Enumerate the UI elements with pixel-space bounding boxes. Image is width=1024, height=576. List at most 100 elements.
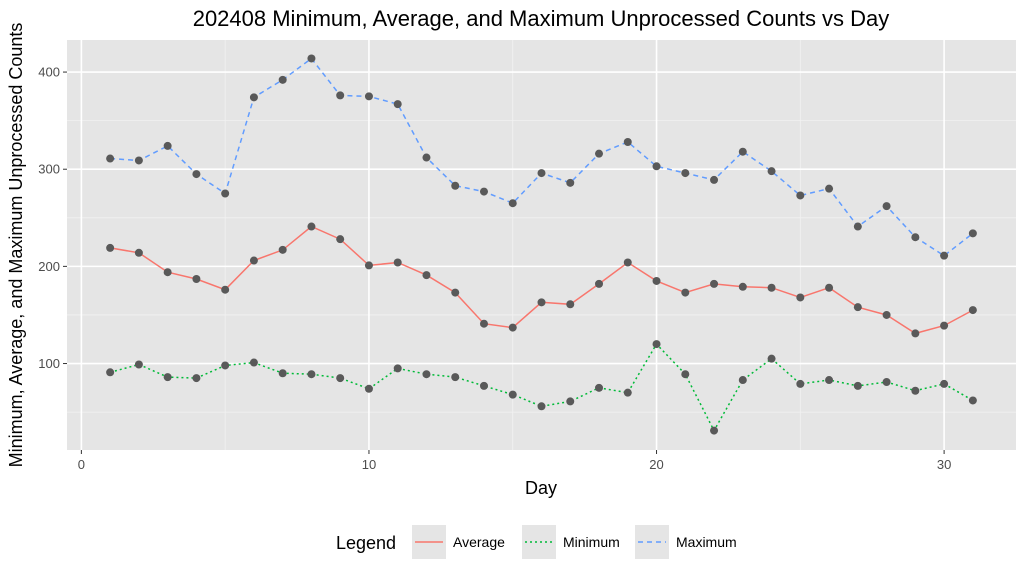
data-point-maximum [911, 233, 920, 242]
y-axis-title: Minimum, Average, and Maximum Unprocesse… [6, 23, 26, 468]
y-tick-label: 100 [38, 356, 60, 371]
data-point-minimum [163, 373, 172, 382]
legend-label-minimum: Minimum [563, 534, 620, 550]
data-point-minimum [595, 383, 604, 392]
data-point-minimum [278, 369, 287, 378]
data-point-maximum [221, 189, 230, 198]
data-point-minimum [192, 374, 201, 383]
legend-label-maximum: Maximum [676, 534, 737, 550]
data-point-average [825, 283, 834, 292]
data-point-average [479, 319, 488, 328]
data-point-maximum [710, 175, 719, 184]
data-point-minimum [767, 354, 776, 363]
data-point-minimum [968, 396, 977, 405]
data-point-minimum [681, 370, 690, 379]
data-point-maximum [278, 75, 287, 84]
data-point-average [566, 300, 575, 309]
data-point-maximum [968, 229, 977, 238]
data-point-minimum [623, 388, 632, 397]
data-point-maximum [451, 181, 460, 190]
data-point-average [364, 261, 373, 270]
data-point-average [451, 288, 460, 297]
chart-title: 202408 Minimum, Average, and Maximum Unp… [193, 6, 890, 31]
data-point-minimum [134, 360, 143, 369]
panel-background [67, 40, 1016, 450]
data-point-minimum [738, 376, 747, 385]
data-point-minimum [307, 370, 316, 379]
data-point-minimum [221, 361, 230, 370]
data-point-minimum [796, 379, 805, 388]
data-point-average [882, 310, 891, 319]
x-tick-label: 30 [937, 457, 951, 472]
data-point-average [422, 271, 431, 280]
plot-area [67, 40, 1016, 450]
data-point-maximum [652, 162, 661, 171]
data-point-minimum [393, 364, 402, 373]
data-point-minimum [853, 381, 862, 390]
data-point-maximum [825, 184, 834, 193]
data-point-minimum [249, 358, 258, 367]
data-point-minimum [422, 370, 431, 379]
data-point-average [681, 288, 690, 297]
data-point-maximum [738, 147, 747, 156]
data-point-average [393, 258, 402, 267]
data-point-average [853, 303, 862, 312]
x-axis-title: Day [525, 478, 557, 498]
data-point-average [796, 293, 805, 302]
data-point-maximum [106, 154, 115, 163]
data-point-maximum [508, 199, 517, 208]
data-point-maximum [422, 153, 431, 162]
data-point-average [134, 248, 143, 257]
data-point-average [595, 279, 604, 288]
data-point-minimum [106, 368, 115, 377]
legend: Legend Average Minimum Maximum [336, 525, 737, 559]
data-point-maximum [479, 187, 488, 196]
data-point-maximum [134, 156, 143, 165]
data-point-average [106, 243, 115, 252]
data-point-maximum [882, 202, 891, 211]
data-point-maximum [393, 100, 402, 109]
data-point-average [307, 222, 316, 231]
data-point-average [623, 258, 632, 267]
data-point-minimum [336, 374, 345, 383]
data-point-minimum [566, 397, 575, 406]
data-point-maximum [537, 169, 546, 178]
data-point-average [192, 275, 201, 284]
data-point-average [767, 283, 776, 292]
x-tick-label: 0 [78, 457, 85, 472]
y-tick-label: 200 [38, 259, 60, 274]
data-point-minimum [508, 390, 517, 399]
data-point-maximum [364, 92, 373, 101]
data-point-average [652, 276, 661, 285]
data-point-minimum [825, 376, 834, 385]
data-point-maximum [767, 167, 776, 176]
y-tick-label: 300 [38, 162, 60, 177]
data-point-minimum [652, 340, 661, 349]
data-point-minimum [537, 402, 546, 411]
data-point-average [968, 306, 977, 315]
y-axis-ticks: 100 200 300 400 [38, 65, 67, 371]
x-axis-ticks: 0 10 20 30 [78, 450, 951, 472]
legend-label-average: Average [453, 534, 505, 550]
data-point-maximum [566, 178, 575, 187]
data-point-average [221, 285, 230, 294]
data-point-minimum [710, 426, 719, 435]
x-tick-label: 10 [362, 457, 376, 472]
data-point-average [508, 323, 517, 332]
data-point-minimum [911, 386, 920, 395]
data-point-average [537, 298, 546, 307]
data-point-minimum [451, 373, 460, 382]
data-point-average [163, 268, 172, 277]
data-point-minimum [940, 379, 949, 388]
x-tick-label: 20 [649, 457, 663, 472]
data-point-maximum [940, 251, 949, 260]
data-point-maximum [307, 54, 316, 63]
data-point-maximum [681, 169, 690, 178]
data-point-minimum [364, 384, 373, 393]
data-point-maximum [192, 170, 201, 179]
data-point-average [911, 329, 920, 338]
data-point-maximum [853, 222, 862, 231]
data-point-maximum [163, 141, 172, 150]
data-point-maximum [336, 91, 345, 100]
